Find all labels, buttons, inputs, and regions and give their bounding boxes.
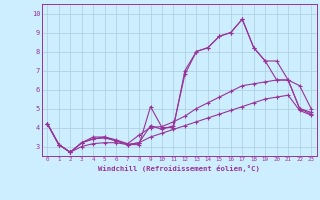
X-axis label: Windchill (Refroidissement éolien,°C): Windchill (Refroidissement éolien,°C) xyxy=(98,165,260,172)
